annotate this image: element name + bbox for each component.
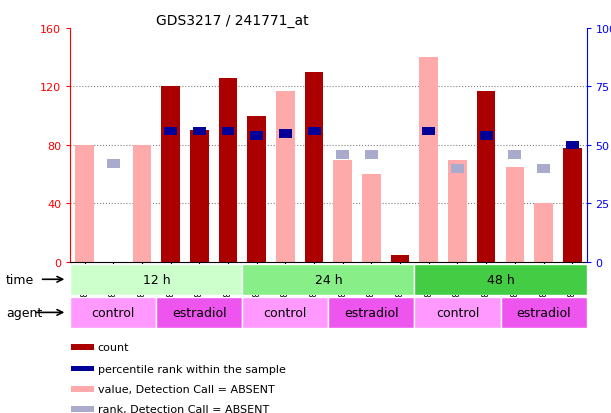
Bar xyxy=(164,127,177,136)
Text: count: count xyxy=(98,342,130,352)
Text: agent: agent xyxy=(6,306,42,319)
Bar xyxy=(365,151,378,159)
Bar xyxy=(222,127,235,136)
Text: estradiol: estradiol xyxy=(172,306,227,319)
Bar xyxy=(70,264,243,295)
Bar xyxy=(190,131,209,262)
Bar xyxy=(219,78,237,262)
Bar xyxy=(414,264,587,295)
Bar xyxy=(133,146,152,262)
Bar xyxy=(71,406,94,412)
Bar xyxy=(508,151,521,159)
Bar xyxy=(534,204,553,262)
Text: percentile rank within the sample: percentile rank within the sample xyxy=(98,364,286,374)
Text: control: control xyxy=(436,306,479,319)
Bar xyxy=(422,127,435,136)
Bar xyxy=(107,160,120,169)
Bar xyxy=(451,164,464,173)
Bar xyxy=(391,255,409,262)
Text: 24 h: 24 h xyxy=(315,273,342,286)
Bar xyxy=(276,92,295,262)
Bar xyxy=(362,175,381,262)
Bar xyxy=(334,160,352,262)
Bar xyxy=(448,160,467,262)
Bar xyxy=(70,297,156,328)
Bar xyxy=(161,87,180,262)
Bar xyxy=(71,386,94,392)
Bar xyxy=(537,164,550,173)
Bar xyxy=(156,297,243,328)
Text: estradiol: estradiol xyxy=(516,306,571,319)
Bar xyxy=(75,146,94,262)
Text: value, Detection Call = ABSENT: value, Detection Call = ABSENT xyxy=(98,384,274,394)
Bar xyxy=(477,92,496,262)
Bar xyxy=(247,116,266,262)
Bar xyxy=(279,130,292,138)
Text: control: control xyxy=(264,306,307,319)
Text: 12 h: 12 h xyxy=(142,273,170,286)
Bar xyxy=(414,297,500,328)
Text: estradiol: estradiol xyxy=(344,306,399,319)
Text: 48 h: 48 h xyxy=(486,273,514,286)
Bar xyxy=(307,127,321,136)
Text: time: time xyxy=(6,273,34,287)
Bar xyxy=(505,167,524,262)
Bar xyxy=(480,132,492,140)
Bar xyxy=(500,297,587,328)
Bar xyxy=(243,297,328,328)
Bar xyxy=(305,73,323,262)
Text: rank, Detection Call = ABSENT: rank, Detection Call = ABSENT xyxy=(98,404,269,413)
Bar xyxy=(251,132,263,140)
Bar xyxy=(193,127,206,136)
Bar xyxy=(71,344,94,350)
Bar xyxy=(420,58,438,262)
Bar xyxy=(329,297,414,328)
Text: GDS3217 / 241771_at: GDS3217 / 241771_at xyxy=(156,14,309,28)
Bar xyxy=(336,151,349,159)
Bar xyxy=(563,149,582,262)
Bar xyxy=(71,366,94,372)
Bar xyxy=(243,264,414,295)
Bar xyxy=(566,141,579,150)
Text: control: control xyxy=(92,306,135,319)
